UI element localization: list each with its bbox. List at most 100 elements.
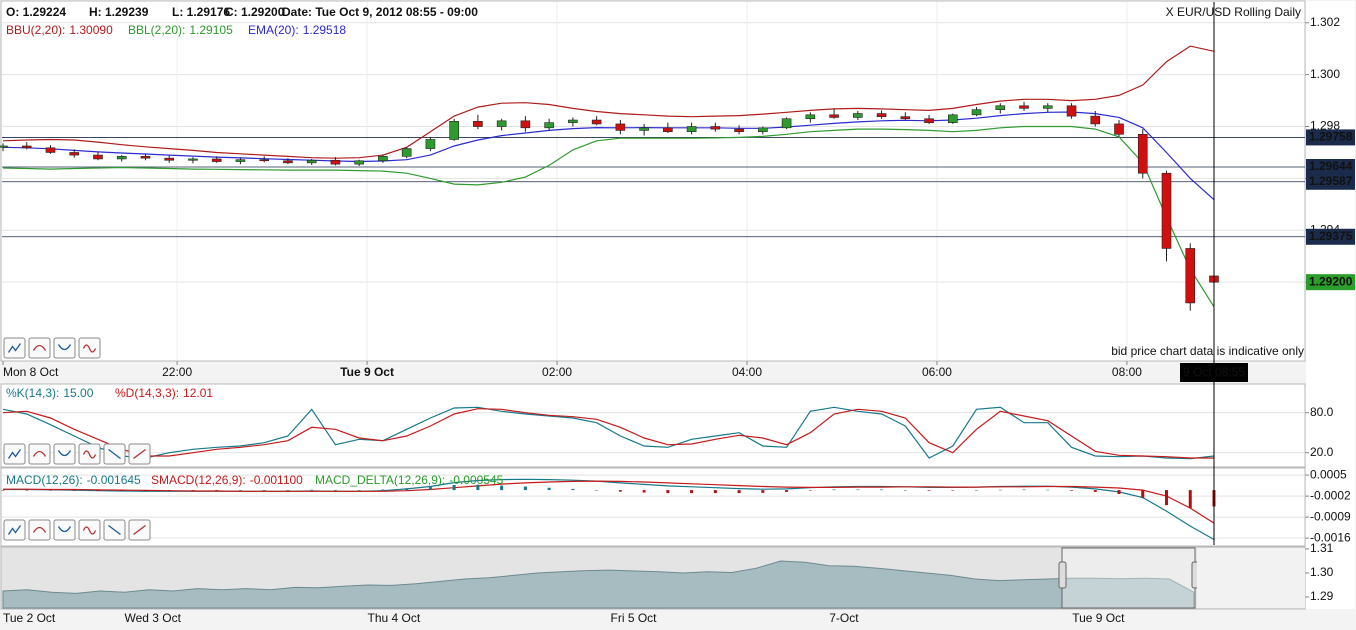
- candle-body: [924, 118, 934, 123]
- tool-button-glyph[interactable]: [7, 449, 22, 459]
- tool-button-frame[interactable]: [53, 443, 76, 465]
- delta-bar: [832, 489, 836, 491]
- delta-bar: [1188, 490, 1192, 509]
- delta-bar: [1165, 490, 1169, 506]
- tool-button-frame[interactable]: [53, 337, 76, 359]
- tool-button[interactable]: [78, 337, 101, 359]
- tool-button[interactable]: [3, 337, 26, 359]
- tool-button-glyph[interactable]: [57, 450, 72, 457]
- tool-button-frame[interactable]: [3, 443, 26, 465]
- delta-bar: [262, 490, 266, 491]
- tool-button[interactable]: [3, 519, 26, 541]
- tool-button[interactable]: [28, 519, 51, 541]
- candle-body: [805, 114, 816, 120]
- cursor-tag: [1179, 363, 1248, 382]
- navigator-outside: [1197, 548, 1305, 608]
- delta-bar: [238, 490, 242, 491]
- tool-button-glyph[interactable]: [7, 343, 22, 353]
- tool-button[interactable]: [28, 443, 51, 465]
- indicator-line: [3, 480, 1215, 524]
- tool-button-glyph[interactable]: [133, 448, 146, 460]
- tool-button-frame[interactable]: [28, 519, 51, 541]
- delta-bar: [452, 485, 456, 491]
- delta-bar: [998, 489, 1002, 491]
- level-tag: [1306, 158, 1355, 175]
- legend-value: -0.001100: [250, 473, 303, 487]
- x-tick-label: 02:00: [542, 365, 572, 379]
- delta-bar: [571, 488, 575, 491]
- delta-bar: [357, 490, 361, 491]
- level-tag-label: 1.29587: [1309, 174, 1353, 188]
- y-tick-label: 0.0005: [1310, 467, 1347, 481]
- x-tick-label: Tue 9 Oct: [340, 365, 394, 379]
- tool-button-glyph[interactable]: [82, 450, 97, 459]
- header-open: O: 1.29224: [6, 5, 66, 19]
- candle-body: [354, 160, 364, 165]
- header-high: H: 1.29239: [89, 5, 149, 19]
- level-tag: [1306, 129, 1355, 146]
- delta-bar: [951, 490, 955, 491]
- navigator-handle[interactable]: [1058, 561, 1067, 589]
- tool-button-glyph[interactable]: [82, 526, 97, 535]
- navigator-date-label: Tue 9 Oct: [1072, 611, 1125, 625]
- legend-name: %D(14,3,3):: [115, 386, 179, 400]
- tool-button[interactable]: [128, 519, 151, 541]
- tool-button-frame[interactable]: [28, 443, 51, 465]
- candle-body: [45, 147, 56, 153]
- legend-value: -0.000545: [449, 473, 503, 487]
- navigator-date-label: Tue 2 Oct: [3, 611, 56, 625]
- tool-button-glyph[interactable]: [57, 526, 72, 533]
- y-tick-label: 20.0: [1310, 445, 1334, 459]
- tool-button[interactable]: [53, 337, 76, 359]
- candle-body: [758, 127, 768, 133]
- tool-button[interactable]: [53, 519, 76, 541]
- tool-button-frame[interactable]: [53, 519, 76, 541]
- navigator-window[interactable]: [1061, 547, 1196, 609]
- x-tick-label: 22:00: [162, 365, 192, 379]
- delta-bar: [428, 487, 432, 491]
- tool-button[interactable]: [78, 519, 101, 541]
- tool-button-frame[interactable]: [28, 337, 51, 359]
- legend-value: 15.00: [63, 386, 93, 400]
- candle-body: [1042, 105, 1053, 109]
- legend-value: 1.30090: [69, 23, 113, 37]
- delta-bar: [72, 490, 76, 491]
- delta-bar: [666, 490, 670, 494]
- tool-button-glyph[interactable]: [133, 524, 146, 536]
- tool-button-glyph[interactable]: [32, 526, 47, 533]
- tool-button[interactable]: [78, 443, 101, 465]
- tool-button-glyph[interactable]: [7, 525, 22, 535]
- delta-bar: [523, 486, 527, 491]
- delta-bar: [1141, 490, 1145, 498]
- tool-button[interactable]: [53, 443, 76, 465]
- header-date: Date: Tue Oct 9, 2012 08:55 - 09:00: [282, 5, 478, 19]
- delta-bar: [1046, 489, 1050, 491]
- legend-entry: %K(14,3): 15.00: [6, 386, 94, 400]
- candle-body: [1066, 105, 1077, 117]
- delta-bar: [903, 490, 907, 491]
- legend-value: 12.01: [183, 386, 213, 400]
- tool-button-glyph[interactable]: [57, 344, 72, 351]
- x-tick-label: 04:00: [732, 365, 762, 379]
- legend-name: EMA(20):: [248, 23, 299, 37]
- delta-bar: [120, 490, 124, 491]
- tool-button[interactable]: [28, 337, 51, 359]
- candle-body: [639, 127, 649, 131]
- indicator-line: [2, 408, 1214, 459]
- candle-body: [1161, 172, 1172, 249]
- tool-button[interactable]: [103, 519, 126, 541]
- tool-button[interactable]: [103, 443, 126, 465]
- candle-body: [164, 157, 175, 161]
- tool-button-glyph[interactable]: [108, 448, 121, 460]
- candle-body: [69, 152, 80, 156]
- tool-button-frame[interactable]: [3, 337, 26, 359]
- tool-button-glyph[interactable]: [32, 450, 47, 457]
- tool-button[interactable]: [128, 443, 151, 465]
- tool-button[interactable]: [3, 443, 26, 465]
- tool-button-glyph[interactable]: [32, 344, 47, 351]
- macd-panel: [0, 467, 1306, 547]
- tool-button-glyph[interactable]: [82, 344, 97, 353]
- tool-button-glyph[interactable]: [108, 524, 121, 536]
- tool-button-frame[interactable]: [3, 519, 26, 541]
